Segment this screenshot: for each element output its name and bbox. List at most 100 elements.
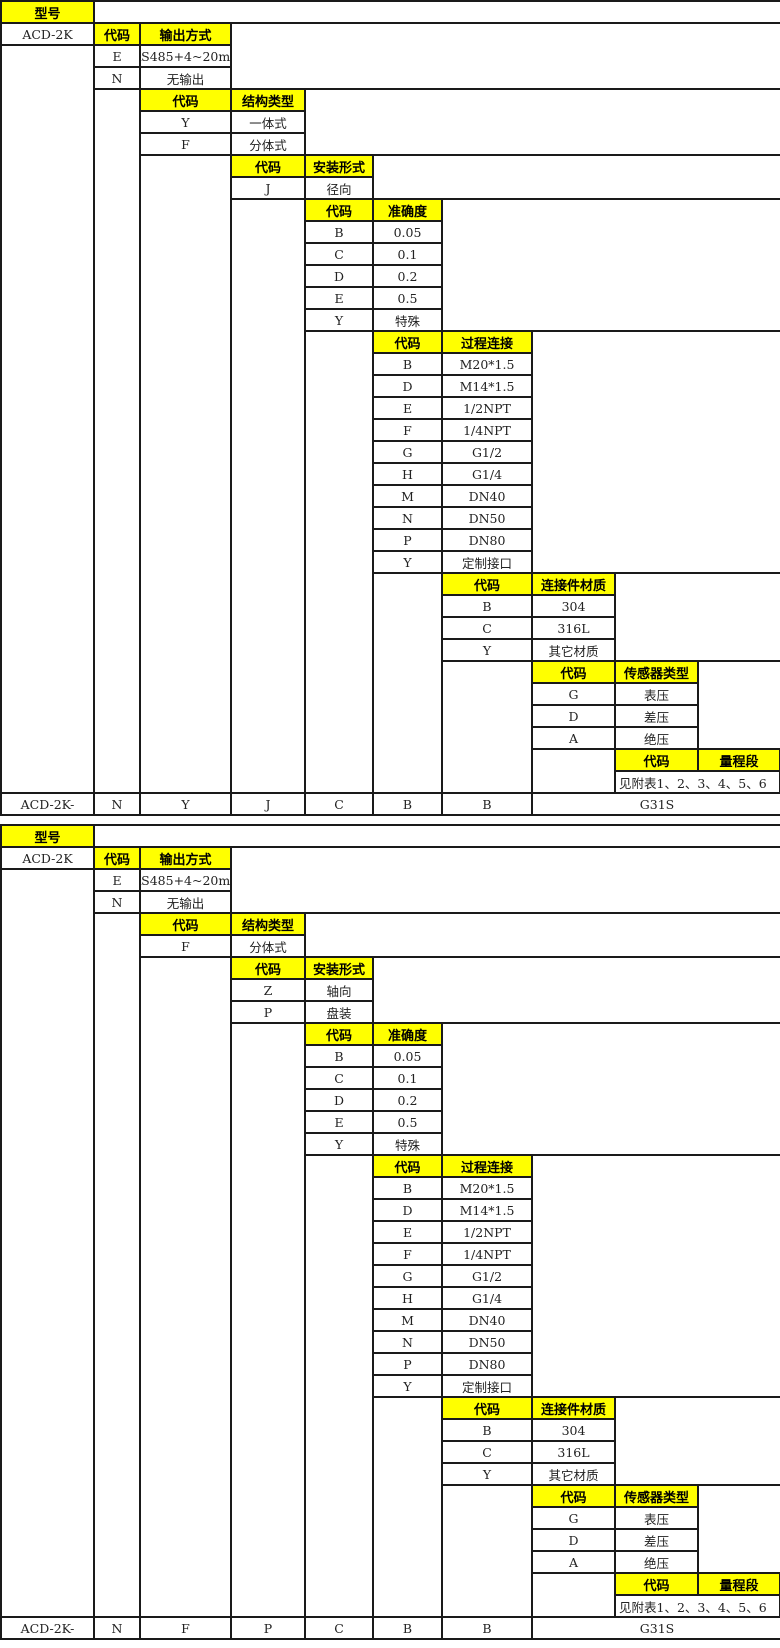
result-code: G31S	[533, 794, 780, 814]
option-name: G1/4	[443, 464, 531, 484]
option-code: C	[306, 244, 372, 264]
option-name: RS485+4~20mA	[141, 870, 230, 890]
result-code: ACD-2K-	[2, 1618, 93, 1638]
option-code: M	[374, 486, 441, 506]
option-code: A	[533, 728, 614, 748]
option-name: 盘装	[306, 1002, 372, 1022]
option-name: DN50	[443, 508, 531, 528]
option-code: N	[95, 892, 139, 912]
section-header: 量程段	[699, 1574, 779, 1594]
empty-cell	[533, 750, 614, 792]
option-code: P	[374, 1354, 441, 1374]
model-selection-table-2: 型号ACD-2K代码输出方式ERS485+4~20mAN无输出代码结构类型F分体…	[0, 824, 780, 1640]
result-code: C	[306, 1618, 372, 1638]
option-name: G1/2	[443, 442, 531, 462]
option-code: E	[95, 46, 139, 66]
empty-cell	[95, 90, 139, 792]
option-code: D	[533, 706, 614, 726]
empty-cell	[443, 662, 531, 792]
option-code: B	[306, 1046, 372, 1066]
empty-cell	[95, 826, 780, 846]
option-name: G1/2	[443, 1266, 531, 1286]
section-header: 量程段	[699, 750, 779, 770]
option-name: 一体式	[232, 112, 304, 132]
section-header: 结构类型	[232, 914, 304, 934]
section-header: 准确度	[374, 200, 441, 220]
option-name: 1/2NPT	[443, 398, 531, 418]
empty-cell	[141, 156, 230, 792]
option-code: H	[374, 1288, 441, 1308]
result-code: N	[95, 794, 139, 814]
option-code: D	[306, 1090, 372, 1110]
result-code: ACD-2K-	[2, 794, 93, 814]
code-header: 代码	[95, 848, 139, 868]
model-header: 型号	[2, 826, 93, 846]
option-name: 0.1	[374, 244, 441, 264]
empty-cell	[306, 332, 372, 792]
result-code: F	[141, 1618, 230, 1638]
option-code: Y	[443, 640, 531, 660]
option-name: 特殊	[374, 1134, 441, 1154]
option-code: Y	[306, 1134, 372, 1154]
range-note: 见附表1、2、3、4、5、6	[616, 772, 779, 792]
model-selection-table-1: 型号ACD-2K代码输出方式ERS485+4~20mAN无输出代码结构类型Y一体…	[0, 0, 780, 816]
option-name: 径向	[306, 178, 372, 198]
section-header: 连接件材质	[533, 574, 614, 594]
option-code: E	[374, 1222, 441, 1242]
empty-cell	[443, 1486, 531, 1616]
code-header: 代码	[443, 1398, 531, 1418]
empty-cell	[95, 914, 139, 1616]
option-name: 0.05	[374, 1046, 441, 1066]
option-code: B	[443, 596, 531, 616]
option-name: 差压	[616, 1530, 697, 1550]
option-code: B	[443, 1420, 531, 1440]
section-header: 安装形式	[306, 156, 372, 176]
empty-cell	[374, 1398, 441, 1616]
section-header: 输出方式	[141, 24, 230, 44]
option-code: A	[533, 1552, 614, 1572]
section-header: 安装形式	[306, 958, 372, 978]
empty-cell	[232, 24, 780, 88]
option-name: 304	[533, 1420, 614, 1440]
option-code: M	[374, 1310, 441, 1330]
option-name: DN40	[443, 1310, 531, 1330]
option-name: 定制接口	[443, 552, 531, 572]
code-header: 代码	[95, 24, 139, 44]
option-name: M14*1.5	[443, 376, 531, 396]
option-code: C	[443, 1442, 531, 1462]
option-code: Z	[232, 980, 304, 1000]
option-name: 分体式	[232, 936, 304, 956]
section-header: 结构类型	[232, 90, 304, 110]
option-name: 316L	[533, 618, 614, 638]
result-code: Y	[141, 794, 230, 814]
option-code: D	[374, 376, 441, 396]
empty-cell	[2, 870, 93, 1616]
option-code: P	[374, 530, 441, 550]
option-name: G1/4	[443, 1288, 531, 1308]
section-header: 输出方式	[141, 848, 230, 868]
option-name: M14*1.5	[443, 1200, 531, 1220]
option-name: 绝压	[616, 1552, 697, 1572]
option-name: 0.5	[374, 288, 441, 308]
option-name: 0.2	[374, 1090, 441, 1110]
empty-cell	[141, 958, 230, 1616]
option-code: E	[95, 870, 139, 890]
empty-cell	[533, 1156, 780, 1396]
option-name: 1/4NPT	[443, 420, 531, 440]
result-code: B	[443, 1618, 531, 1638]
empty-cell	[699, 1486, 780, 1572]
option-name: 其它材质	[533, 1464, 614, 1484]
code-header: 代码	[443, 574, 531, 594]
model-value: ACD-2K	[2, 24, 93, 44]
option-name: 其它材质	[533, 640, 614, 660]
result-code: C	[306, 794, 372, 814]
option-name: 304	[533, 596, 614, 616]
option-name: 无输出	[141, 892, 230, 912]
code-header: 代码	[533, 662, 614, 682]
code-header: 代码	[374, 1156, 441, 1176]
option-name: 0.5	[374, 1112, 441, 1132]
option-name: 316L	[533, 1442, 614, 1462]
result-code: G31S	[533, 1618, 780, 1638]
option-name: 差压	[616, 706, 697, 726]
empty-cell	[95, 2, 780, 22]
